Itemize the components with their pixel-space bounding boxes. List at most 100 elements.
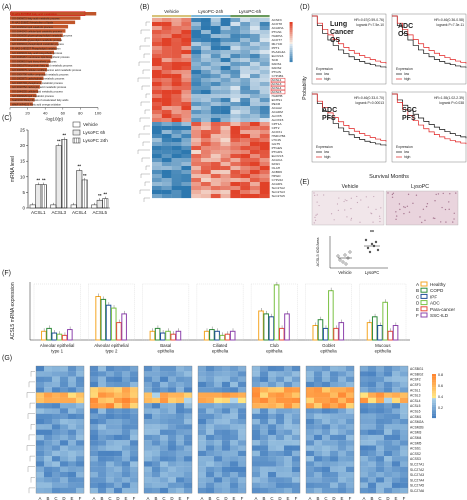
heatmap-cell [346,450,355,457]
heatmap-cell [252,366,261,372]
enrichment-term: R-HAS-1483257 Phospholipid metabolism [12,47,61,51]
heatmap-cell [176,440,185,446]
heatmap-cell [68,461,77,467]
heatmap-cell [152,466,161,473]
heatmap-cell [268,429,277,435]
heatmap-cell [198,392,207,398]
heatmap-cell [198,445,207,451]
heatmap-cell [230,466,239,473]
cell-type-label: epithelia [375,349,392,354]
heatmap-cell [240,62,251,67]
heatmap-cell [181,182,192,187]
heatmap-cell [98,456,107,462]
heatmap-cell [338,466,347,473]
heatmap-cell [191,98,202,103]
heatmap-cell [201,22,211,27]
heatmap-cell [122,434,131,441]
heatmap-cell [98,450,107,457]
heatmap-cell [106,387,115,393]
heatmap-cell [284,440,293,446]
heatmap-cell [392,434,401,441]
heatmap-cell [384,440,393,446]
heatmap-cell [338,387,347,393]
ihc-stain-dot [372,221,374,223]
heatmap-cell [181,158,192,163]
heatmap-cell [306,403,315,409]
heatmap-cell [306,371,315,377]
heatmap-cell [144,456,153,462]
heatmap-cell [168,434,177,441]
ihc-stain-dot [455,192,457,194]
heatmap-cell [330,466,339,473]
gene-label: PPT1 [272,46,280,50]
heatmap-cell [152,114,162,119]
heatmap-cell [392,482,401,488]
heatmap-cell [368,477,377,483]
heatmap-cell [52,366,61,372]
heatmap-cell [360,466,369,473]
heatmap-cell [384,381,393,388]
heatmap-cell [214,456,223,462]
heatmap-cell [160,440,169,446]
gene-highlight-box [270,81,286,87]
cell-type-label: type 1 [51,349,64,354]
heatmap-cell [206,381,215,388]
heatmap-cell [376,440,385,446]
bar [95,296,101,341]
heatmap-cell [240,46,251,51]
heatmap-cell [191,174,202,179]
km-legend-title: Expression [396,67,413,71]
heatmap-cell [168,408,177,414]
y-tick-label: 20 [20,143,26,148]
heatmap-cell [346,376,355,382]
heatmap-cell [214,487,223,494]
heatmap-cell [222,424,231,430]
heatmap-cell [160,487,169,494]
heatmap-cell [184,482,193,488]
bar [382,301,388,341]
heatmap-x-letter: A [201,496,204,500]
heatmap-cell [346,371,355,377]
heatmap-cell [181,142,192,147]
heatmap-cell [76,366,85,372]
heatmap-cell [176,419,185,425]
heatmap-cell [176,461,185,467]
highlight-box [10,11,86,16]
heatmap-cell [252,456,261,462]
heatmap-cell [114,434,123,441]
heatmap-cell [250,142,260,147]
heatmap-cell [284,461,293,467]
panel-label-g: (G) [2,355,12,362]
heatmap-cell [240,98,251,103]
panel-label-b: (B) [140,4,149,11]
heatmap-cell [220,182,231,187]
enrichment-bar [10,98,35,102]
heatmap-cell [168,381,177,388]
enrichment-bar [10,50,54,55]
gene-label: ELOVL6 [272,54,284,58]
color-scale-step [432,389,436,392]
heatmap-cell [176,408,185,414]
heatmap-cell [152,472,161,478]
heatmap-cell [144,392,153,398]
heatmap-cell [384,376,393,382]
heatmap-cell [36,371,45,377]
dot-vehicle [336,254,340,258]
significance-mark: ** [36,178,40,183]
heatmap-cell [76,461,85,467]
gene-label: ACSM1 [410,415,422,419]
heatmap-cell [368,466,377,473]
heatmap-cell [230,22,241,27]
heatmap-cell [230,461,239,467]
heatmap-cell [250,54,260,59]
heatmap-cell [198,477,207,483]
heatmap-cell [346,397,355,404]
heatmap-cell [306,424,315,430]
heatmap-cell [160,392,169,398]
heatmap-cell [230,18,241,23]
heatmap-cell [322,440,331,446]
bar [102,198,109,209]
heatmap-cell [400,461,409,467]
gene-label: ACOX1 [272,130,283,134]
heatmap-cell [90,440,99,446]
